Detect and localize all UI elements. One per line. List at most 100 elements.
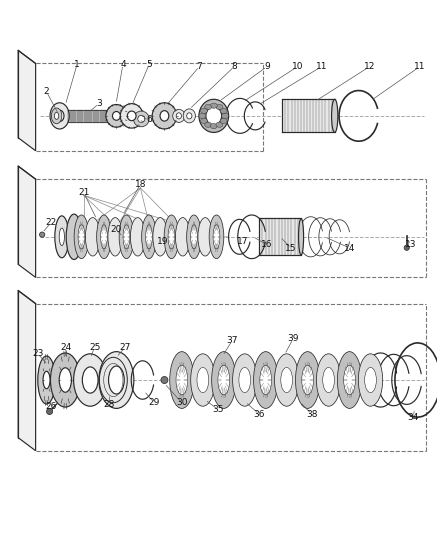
Text: 2: 2 <box>44 87 49 96</box>
Text: 30: 30 <box>176 398 187 407</box>
Ellipse shape <box>199 99 229 133</box>
Ellipse shape <box>99 352 134 408</box>
Text: 27: 27 <box>120 343 131 352</box>
Ellipse shape <box>323 367 335 393</box>
Ellipse shape <box>43 372 50 389</box>
Ellipse shape <box>74 354 107 406</box>
Ellipse shape <box>218 365 230 395</box>
Ellipse shape <box>183 109 195 123</box>
Text: 25: 25 <box>89 343 100 352</box>
Text: 23: 23 <box>32 349 43 358</box>
Text: 29: 29 <box>148 398 160 407</box>
Text: 38: 38 <box>306 409 317 418</box>
Text: 10: 10 <box>292 62 304 71</box>
Ellipse shape <box>153 217 168 256</box>
Text: 22: 22 <box>45 219 57 228</box>
Text: 37: 37 <box>226 336 238 345</box>
Ellipse shape <box>74 215 89 259</box>
Ellipse shape <box>82 367 98 393</box>
Ellipse shape <box>85 217 100 256</box>
Ellipse shape <box>134 111 149 127</box>
Text: 36: 36 <box>254 409 265 418</box>
Ellipse shape <box>216 122 223 127</box>
Text: 7: 7 <box>197 62 202 71</box>
Ellipse shape <box>173 109 185 123</box>
Text: 9: 9 <box>264 62 270 71</box>
Ellipse shape <box>404 245 410 251</box>
Ellipse shape <box>205 122 212 127</box>
Text: 1: 1 <box>74 60 80 69</box>
Ellipse shape <box>197 367 209 393</box>
Ellipse shape <box>131 217 145 256</box>
Ellipse shape <box>54 112 59 119</box>
Ellipse shape <box>161 376 168 384</box>
Ellipse shape <box>78 225 85 249</box>
Ellipse shape <box>216 104 223 110</box>
Text: 26: 26 <box>45 402 57 411</box>
Ellipse shape <box>254 352 278 408</box>
Text: 16: 16 <box>261 240 273 249</box>
Ellipse shape <box>201 108 208 114</box>
Ellipse shape <box>51 108 62 124</box>
Ellipse shape <box>119 215 134 259</box>
Ellipse shape <box>191 225 198 249</box>
Text: 6: 6 <box>146 115 152 124</box>
Text: 11: 11 <box>414 62 426 71</box>
Ellipse shape <box>233 354 257 406</box>
Ellipse shape <box>220 118 227 124</box>
Ellipse shape <box>145 225 152 249</box>
Ellipse shape <box>212 352 236 408</box>
Ellipse shape <box>358 354 383 406</box>
Text: 18: 18 <box>134 180 146 189</box>
Text: 28: 28 <box>103 400 115 408</box>
Ellipse shape <box>213 225 220 249</box>
Ellipse shape <box>50 353 80 407</box>
Text: 21: 21 <box>78 188 89 197</box>
Ellipse shape <box>205 104 212 110</box>
Ellipse shape <box>109 366 124 394</box>
Ellipse shape <box>175 217 190 256</box>
Ellipse shape <box>191 354 215 406</box>
Ellipse shape <box>55 110 64 122</box>
Ellipse shape <box>281 367 293 393</box>
Ellipse shape <box>299 219 304 255</box>
Ellipse shape <box>164 215 179 259</box>
Ellipse shape <box>152 103 177 129</box>
Text: 3: 3 <box>96 99 102 108</box>
Ellipse shape <box>55 216 69 258</box>
Ellipse shape <box>39 232 45 237</box>
Text: 13: 13 <box>405 240 417 249</box>
Ellipse shape <box>176 365 188 395</box>
Ellipse shape <box>206 107 222 125</box>
Ellipse shape <box>220 108 227 114</box>
Ellipse shape <box>210 124 217 128</box>
Ellipse shape <box>106 104 127 127</box>
Ellipse shape <box>141 215 156 259</box>
Ellipse shape <box>302 365 314 395</box>
Ellipse shape <box>198 217 212 256</box>
Ellipse shape <box>275 354 299 406</box>
Ellipse shape <box>222 113 229 118</box>
Text: 34: 34 <box>408 413 419 422</box>
Text: 17: 17 <box>237 237 249 246</box>
Ellipse shape <box>168 225 175 249</box>
Ellipse shape <box>332 99 338 133</box>
Ellipse shape <box>344 365 355 395</box>
Ellipse shape <box>46 408 53 415</box>
Ellipse shape <box>108 217 123 256</box>
Ellipse shape <box>97 215 111 259</box>
Ellipse shape <box>187 113 192 119</box>
Ellipse shape <box>138 116 145 123</box>
Ellipse shape <box>337 352 362 408</box>
Text: 35: 35 <box>212 405 224 414</box>
Ellipse shape <box>365 367 376 393</box>
Ellipse shape <box>170 352 194 408</box>
Ellipse shape <box>239 367 251 393</box>
Ellipse shape <box>176 113 181 119</box>
Ellipse shape <box>199 113 206 118</box>
Text: 20: 20 <box>111 225 122 235</box>
Text: 15: 15 <box>285 244 297 253</box>
Text: 8: 8 <box>231 62 237 71</box>
Ellipse shape <box>209 215 224 259</box>
Text: 39: 39 <box>287 334 299 343</box>
